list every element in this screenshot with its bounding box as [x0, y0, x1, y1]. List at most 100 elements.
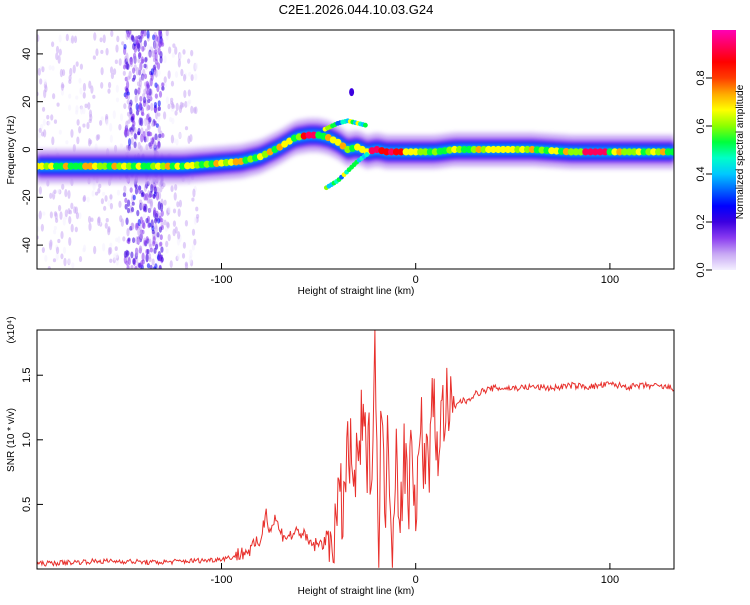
noise-speck [122, 64, 127, 70]
noise-speck [145, 193, 149, 201]
noise-speck [70, 129, 74, 138]
noise-speck [129, 182, 134, 189]
noise-speck [130, 116, 134, 123]
noise-speck [136, 81, 141, 87]
noise-speck [133, 141, 137, 149]
noise-speck [122, 192, 127, 197]
noise-speck [153, 140, 157, 149]
ridge-point [53, 162, 60, 170]
isolated-peak [349, 88, 355, 97]
noise-speck [159, 241, 163, 247]
ridge-point [606, 148, 614, 156]
ridge-point [553, 147, 560, 155]
noise-speck [52, 258, 57, 263]
spectrogram-y-label: Frequency (Hz) [6, 116, 17, 185]
noise-speck [159, 234, 163, 241]
noise-speck [72, 64, 76, 74]
noise-speck [109, 246, 113, 255]
ridge-point [334, 138, 342, 146]
spectrogram-plot-area [37, 30, 674, 269]
noise-speck [46, 114, 50, 120]
noise-speck [155, 212, 159, 222]
noise-speck [148, 88, 152, 96]
noise-speck [115, 237, 119, 243]
spectrogram-ticks: -100 0 100 -40 -20 0 20 40 [21, 48, 619, 286]
noise-speck [152, 193, 156, 199]
noise-speck [122, 70, 126, 76]
noise-speck [145, 135, 149, 143]
noise-speck [67, 190, 71, 199]
ridge-point [557, 147, 565, 155]
noise-speck [161, 82, 165, 87]
noise-speck [96, 134, 101, 140]
noise-speck [154, 225, 158, 234]
ridge-point [38, 162, 46, 170]
noise-speck [97, 217, 101, 226]
noise-speck [109, 66, 114, 74]
noise-speck [137, 127, 141, 136]
noise-speck [126, 99, 130, 105]
noise-speck [191, 228, 196, 236]
ridge-point [116, 162, 123, 170]
noise-speck [126, 91, 130, 96]
noise-speck [157, 100, 161, 107]
noise-speck [145, 253, 149, 263]
noise-speck [156, 231, 160, 238]
ridge-point [582, 148, 590, 156]
noise-speck [123, 185, 127, 193]
noise-speck [88, 118, 92, 124]
noise-speck [178, 132, 182, 139]
noise-speck [109, 122, 113, 132]
noise-speck [178, 199, 183, 208]
ridge-point [111, 162, 119, 170]
noise-speck [73, 35, 78, 44]
y-tick-label: -40 [21, 237, 33, 253]
noise-speck [100, 49, 104, 54]
ridge-point [591, 148, 599, 156]
colorbar-label: Normalized spectral amplitude [735, 84, 746, 219]
noise-speck [82, 82, 87, 92]
noise-speck [78, 78, 82, 84]
noise-speck [131, 67, 136, 74]
noise-speck [62, 246, 67, 254]
noise-speck [107, 227, 111, 236]
noise-speck [126, 63, 130, 70]
noise-speck [182, 49, 186, 55]
noise-speck [51, 136, 55, 146]
ridge-point [87, 162, 94, 170]
noise-speck [153, 186, 157, 195]
noise-speck [151, 50, 155, 58]
noise-speck [145, 143, 149, 151]
noise-speck [152, 240, 156, 247]
noise-speck [174, 110, 178, 116]
noise-speck [158, 264, 162, 269]
noise-speck [71, 262, 75, 269]
noise-speck [144, 128, 149, 133]
noise-speck [90, 217, 94, 222]
noise-speck [177, 58, 181, 68]
ridge-point [43, 162, 51, 170]
ridge-point [227, 158, 235, 166]
noise-speck [174, 183, 178, 191]
ridge-point [504, 145, 512, 154]
noise-speck [184, 261, 188, 267]
noise-speck [184, 101, 188, 108]
noise-speck [82, 91, 86, 99]
ridge-point [184, 162, 191, 170]
noise-speck [190, 74, 194, 82]
noise-speck [118, 123, 122, 131]
noise-speck [175, 102, 179, 112]
noise-speck [137, 58, 141, 64]
noise-speck [53, 229, 57, 235]
noise-speck [165, 240, 169, 248]
noise-speck [157, 125, 161, 134]
noise-speck [154, 82, 158, 88]
noise-speck [79, 87, 83, 95]
noise-speck [51, 65, 55, 71]
noise-speck [55, 45, 60, 54]
noise-speck [182, 241, 187, 249]
snr-series-line [37, 330, 674, 568]
noise-speck [148, 207, 152, 213]
colorbar-tick-label: 0.2 [695, 214, 707, 229]
noise-speck [126, 31, 131, 38]
